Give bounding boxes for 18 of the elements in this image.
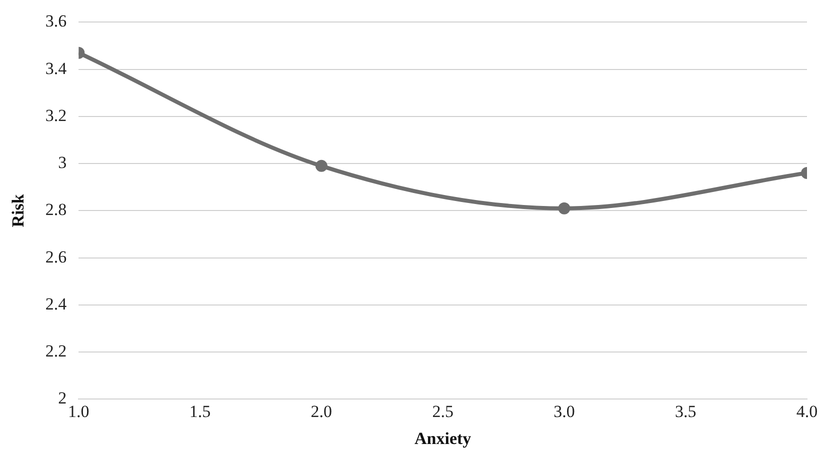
x-tick-label: 2.0 [310,402,332,421]
y-tick-label: 2 [58,388,67,408]
y-tick-label: 3.4 [45,58,68,78]
y-tick-label: 2.4 [45,294,68,314]
x-tick-label: 1.0 [68,402,90,421]
y-tick-label: 3.2 [45,106,67,125]
x-tick-label: 3.5 [674,402,696,421]
x-axis-title: Anxiety [414,429,472,448]
x-tick-label: 2.5 [432,402,454,421]
y-axis-title: Risk [8,194,28,228]
y-tick-label: 3 [58,153,67,172]
y-tick-label: 3.6 [45,12,67,31]
y-tick-label: 2.6 [45,247,67,266]
x-tick-label: 1.5 [189,402,211,421]
x-tick-label: 4.0 [796,402,818,421]
y-tick-label: 2.8 [45,200,67,220]
x-tick-label: 3.0 [554,402,575,421]
y-tick-label: 2.2 [45,342,67,361]
